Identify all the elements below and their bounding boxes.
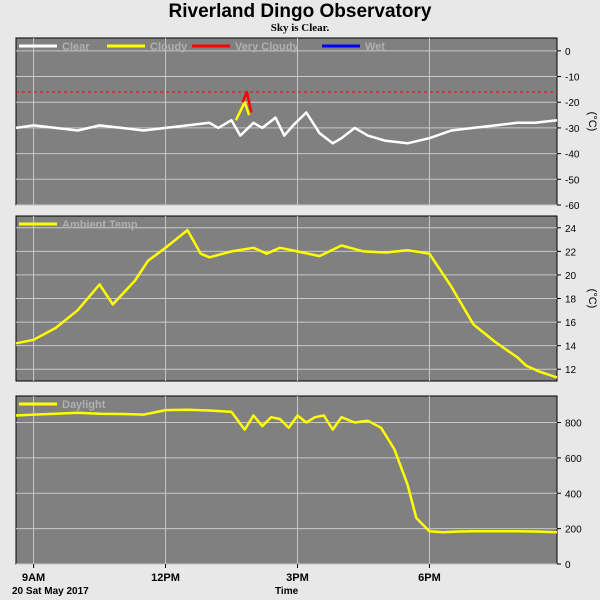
date-label: 20 Sat May 2017 [12, 586, 89, 597]
ambient-temperature-panel: 24 22 20 18 16 14 12 (°C) Ambient Temp [15, 215, 598, 382]
y-tick-label: 16 [565, 318, 577, 329]
y-tick-label: -10 [565, 73, 580, 84]
series-line-daylight [15, 408, 558, 534]
y-tick-label: 400 [565, 489, 582, 500]
page-title: Riverland Dingo Observatory [168, 1, 432, 22]
series-line-very-cloudy [241, 90, 253, 113]
legend-label-daylight: Daylight [62, 399, 106, 411]
y-tick-label: -60 [565, 201, 580, 212]
y-tick-label: 0 [565, 47, 571, 58]
series-line-clear [15, 111, 558, 145]
x-tick-label: 3PM [286, 572, 309, 584]
legend-label-very-cloudy: Very Cloudy [235, 41, 299, 53]
y-tick-label: 22 [565, 247, 577, 258]
y-tick-label: 18 [565, 295, 577, 306]
y-tick-label: -50 [565, 175, 580, 186]
x-tick-label: 6PM [418, 572, 441, 584]
y-tick-label: 600 [565, 454, 582, 465]
x-tick-label: 9AM [22, 572, 45, 584]
sky-temperature-panel: 0 -10 -20 -30 -40 -50 -60 (°C) Clear Cloudy Very C… [15, 37, 598, 212]
plot-area [15, 37, 558, 206]
y-tick-label: -20 [565, 98, 580, 109]
y-tick-label: -30 [565, 124, 580, 135]
sky-status: Sky is Clear. [270, 22, 330, 34]
y-tick-label: 14 [565, 342, 577, 353]
plot-area [15, 395, 558, 565]
x-axis-label: Time [275, 586, 299, 597]
y-axis-unit: (°C) [586, 112, 598, 132]
daylight-panel: 800 600 400 200 0 Daylight [15, 395, 582, 571]
legend-label-clear: Clear [62, 41, 90, 53]
y-tick-label: 200 [565, 525, 582, 536]
y-tick-label: 12 [565, 365, 577, 376]
legend-label-cloudy: Cloudy [150, 41, 188, 53]
y-axis-unit: (°C) [586, 289, 598, 309]
y-tick-label: 20 [565, 271, 577, 282]
series-line-ambient-temp [15, 228, 558, 379]
legend-label-wet: Wet [365, 41, 385, 53]
legend-label-ambient-temp: Ambient Temp [62, 219, 138, 231]
series-line-cloudy [234, 100, 251, 121]
y-tick-label: 0 [565, 560, 571, 571]
y-tick-label: 800 [565, 419, 582, 430]
y-tick-label: -40 [565, 150, 580, 161]
time-axis: 9AM 12PM 3PM 6PM [22, 564, 441, 584]
y-tick-label: 24 [565, 224, 577, 235]
x-tick-label: 12PM [151, 572, 180, 584]
